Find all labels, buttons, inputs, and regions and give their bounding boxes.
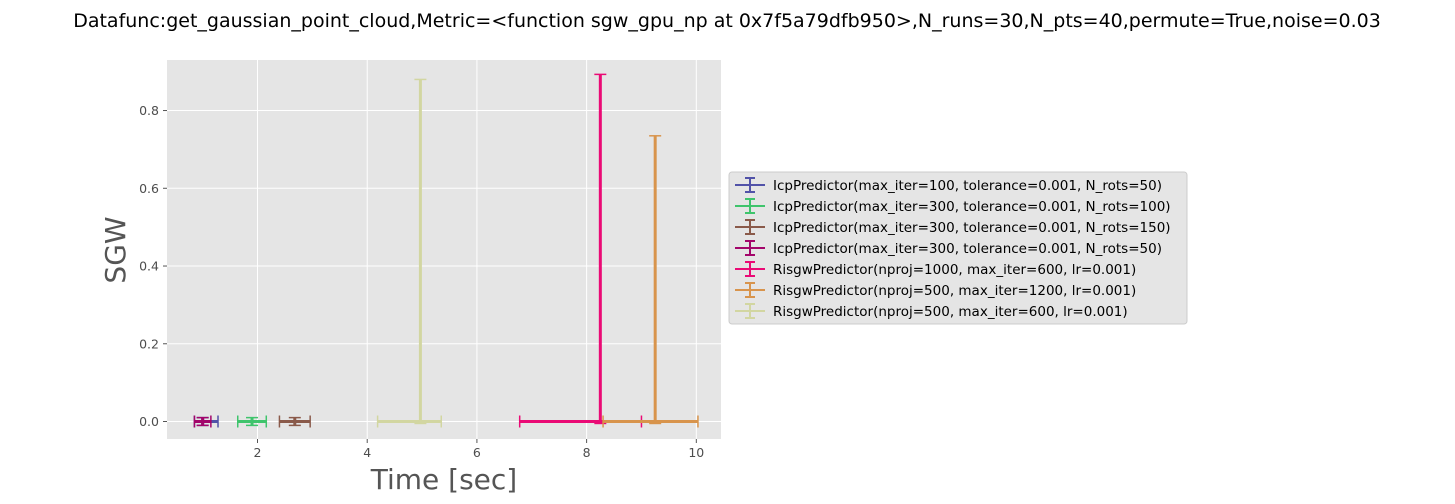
errorbar-series [376,78,443,428]
legend-item: IcpPredictor(max_iter=300, tolerance=0.0… [735,219,1171,236]
y-tick-label: 0.6 [139,181,159,196]
legend-item: RisgwPredictor(nproj=500, max_iter=1200,… [735,282,1136,299]
legend-item: IcpPredictor(max_iter=100, tolerance=0.0… [735,177,1162,194]
legend-label: RisgwPredictor(nproj=500, max_iter=600, … [773,304,1128,320]
legend-label: RisgwPredictor(nproj=1000, max_iter=600,… [773,262,1136,278]
errorbar-series [602,135,699,428]
chart-title: Datafunc:get_gaussian_point_cloud,Metric… [73,10,1381,32]
plot-background [167,60,721,439]
y-tick-label: 0.8 [139,103,159,118]
legend-label: IcpPredictor(max_iter=100, tolerance=0.0… [773,178,1162,194]
legend-item: RisgwPredictor(nproj=500, max_iter=600, … [735,303,1128,320]
legend: IcpPredictor(max_iter=100, tolerance=0.0… [728,171,1188,325]
errorbar-series [237,415,268,428]
x-tick-label: 10 [688,445,704,460]
legend-item: IcpPredictor(max_iter=300, tolerance=0.0… [735,240,1162,257]
y-axis-ticks: 0.0 0.2 0.4 0.6 0.8 [139,103,167,429]
errorbar-series [193,415,212,428]
legend-item: IcpPredictor(max_iter=300, tolerance=0.0… [735,198,1171,215]
legend-label: IcpPredictor(max_iter=300, tolerance=0.0… [773,220,1171,236]
errorbar-series [278,415,311,428]
x-axis-label: Time [sec] [370,463,517,496]
x-tick-label: 4 [363,445,371,460]
legend-label: IcpPredictor(max_iter=300, tolerance=0.0… [773,199,1171,215]
x-tick-label: 6 [473,445,481,460]
plot-area [167,60,721,439]
legend-item: RisgwPredictor(nproj=1000, max_iter=600,… [735,261,1136,278]
y-axis-label: SGW [99,216,132,283]
y-tick-label: 0.2 [139,336,159,351]
legend-box [728,171,1188,325]
y-tick-label: 0.4 [139,259,159,274]
x-tick-label: 8 [583,445,591,460]
x-tick-label: 2 [254,445,262,460]
y-tick-label: 0.0 [139,414,159,429]
legend-label: IcpPredictor(max_iter=300, tolerance=0.0… [773,241,1162,257]
series-layer [193,73,699,428]
legend-label: RisgwPredictor(nproj=500, max_iter=1200,… [773,283,1136,299]
x-axis-ticks: 2 4 6 8 10 [254,439,704,460]
